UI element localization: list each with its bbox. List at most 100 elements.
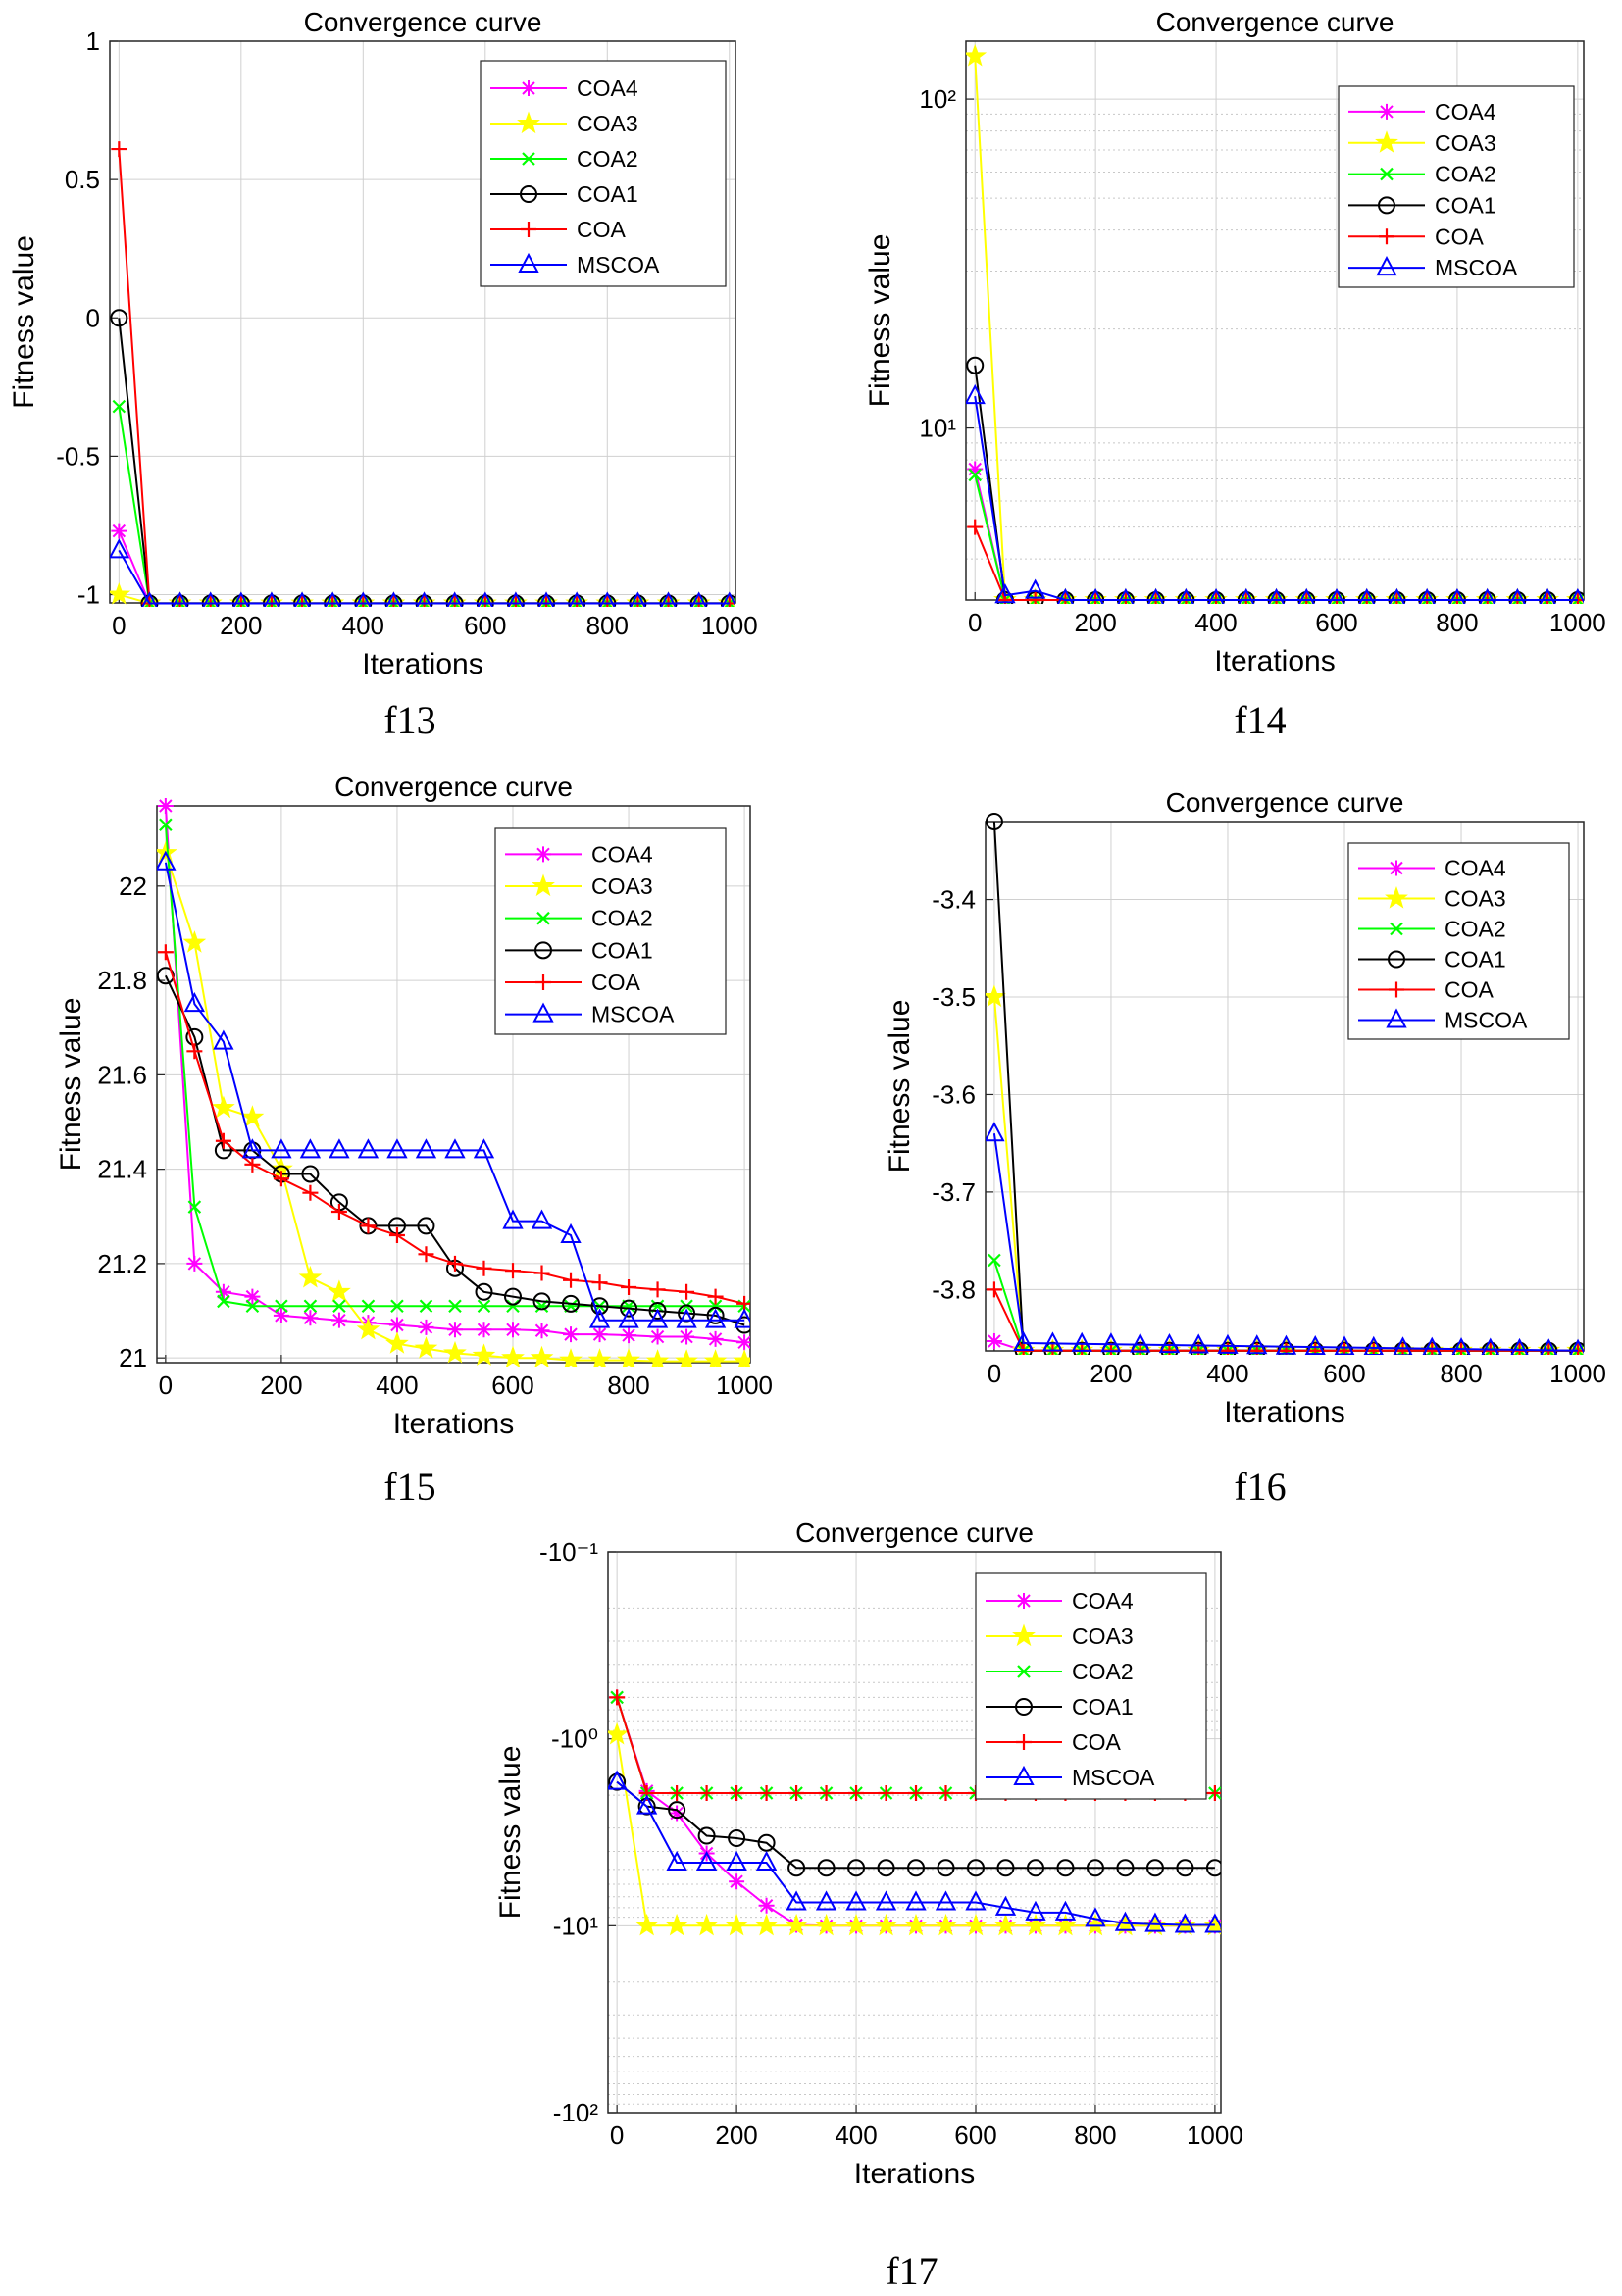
y-tick-label: -0.5 <box>56 441 100 471</box>
series-line-mscoa <box>164 862 745 1322</box>
data-point-coa <box>878 1784 894 1801</box>
data-point-coa1 <box>706 1306 725 1324</box>
legend-marker-coa3 <box>1385 885 1408 909</box>
data-point-mscoa <box>1025 1900 1046 1921</box>
series-line-mscoa <box>616 1780 1215 1926</box>
x-tick-label: 200 <box>1090 1359 1132 1388</box>
data-point-coa2 <box>988 1253 1001 1268</box>
data-point-coa3 <box>240 1105 265 1127</box>
data-point-mscoa <box>1100 1332 1122 1353</box>
legend-marker-mscoa <box>1013 1765 1035 1785</box>
data-point-coa1 <box>504 1287 522 1306</box>
legend-label-coa: COA <box>1072 1729 1122 1755</box>
data-point-mscoa <box>329 1138 350 1159</box>
data-point-mscoa <box>202 591 220 607</box>
data-point-mscoa <box>1238 587 1255 604</box>
data-point-coa4 <box>157 798 174 814</box>
chart-f17: 0 200 400 600 800 1000 -10⁻¹ -10⁰ -10¹ -10² Conver… <box>494 1518 1243 2293</box>
x-tick-label: 800 <box>1436 608 1478 637</box>
data-point-mscoa <box>1177 587 1194 604</box>
y-axis-label: Fitness value <box>8 235 40 409</box>
series-line-mscoa <box>118 549 730 605</box>
legend-label-mscoa: MSCOA <box>1445 1008 1528 1033</box>
data-point-coa4 <box>215 1283 231 1300</box>
legend: COA4 COA3 COA2 COA1 COA MSCOA <box>1347 842 1570 1040</box>
data-point-mscoa <box>386 1138 408 1159</box>
legend-label-coa2: COA2 <box>1445 917 1506 942</box>
legend-marker-coa2 <box>536 911 550 925</box>
data-point-mscoa <box>994 583 1016 604</box>
data-point-coa1 <box>996 1859 1015 1877</box>
x-tick-label: 1000 <box>1187 2121 1243 2150</box>
data-point-coa3 <box>645 1349 670 1367</box>
data-point-mscoa <box>905 1890 927 1911</box>
data-point-coa3 <box>634 1913 659 1936</box>
data-point-mscoa <box>385 591 402 607</box>
chart-title: Convergence curve <box>1156 7 1394 37</box>
x-tick-label: 400 <box>1206 1359 1248 1388</box>
data-point-coa <box>669 1784 685 1801</box>
data-point-coa2 <box>112 399 127 414</box>
data-point-coa <box>967 519 984 535</box>
data-point-coa3 <box>904 1913 928 1936</box>
data-point-coa3 <box>874 1913 898 1936</box>
y-tick-label: -10⁰ <box>551 1724 598 1754</box>
data-point-coa4 <box>418 1319 434 1335</box>
data-point-mscoa <box>1481 1337 1500 1355</box>
legend-label-coa4: COA4 <box>1435 99 1496 125</box>
data-point-coa3 <box>328 1279 351 1302</box>
panel-caption: f13 <box>383 698 435 742</box>
legend-label-coa2: COA2 <box>1072 1659 1134 1684</box>
data-point-coa3 <box>608 1722 630 1745</box>
data-point-coa <box>476 1260 492 1276</box>
data-point-coa <box>157 944 174 961</box>
data-point-coa <box>679 1283 695 1300</box>
data-point-coa4 <box>505 1322 521 1338</box>
data-point-mscoa <box>965 1890 987 1911</box>
data-point-mscoa <box>1422 1336 1442 1355</box>
data-point-coa2 <box>332 1299 346 1314</box>
data-point-coa <box>1307 1342 1324 1355</box>
legend-label-coa3: COA3 <box>591 873 653 899</box>
data-point-coa <box>360 1218 377 1234</box>
data-point-mscoa <box>183 992 206 1013</box>
data-point-coa3 <box>733 1349 750 1367</box>
data-point-coa <box>758 1784 775 1801</box>
data-point-mscoa <box>157 850 177 871</box>
data-point-mscoa <box>293 591 311 607</box>
data-point-mscoa <box>1388 587 1406 604</box>
data-point-mscoa <box>232 591 250 607</box>
data-point-mscoa <box>444 1138 466 1159</box>
data-point-coa3 <box>501 1345 525 1367</box>
chart-title: Convergence curve <box>304 7 542 37</box>
data-point-coa4 <box>446 1322 463 1338</box>
data-point-mscoa <box>966 383 986 405</box>
data-point-coa1 <box>1176 1859 1194 1877</box>
data-point-coa3 <box>993 1913 1018 1936</box>
data-point-coa3 <box>110 582 131 605</box>
data-point-coa1 <box>532 1292 551 1311</box>
data-point-mscoa <box>446 591 463 607</box>
data-point-coa1 <box>1145 1859 1164 1877</box>
data-point-coa <box>215 1132 231 1149</box>
data-point-mscoa <box>568 591 585 607</box>
data-point-coa2 <box>217 1294 230 1309</box>
data-point-mscoa <box>676 1308 697 1328</box>
data-point-coa <box>609 1689 626 1706</box>
y-tick-label: 21.8 <box>97 966 147 995</box>
legend-marker-coa4 <box>1016 1593 1032 1609</box>
data-point-coa <box>533 1265 550 1281</box>
data-point-mscoa <box>1510 1337 1529 1355</box>
data-point-coa <box>418 1246 434 1263</box>
x-axis-label: Iterations <box>393 1408 514 1440</box>
data-point-coa <box>111 141 127 158</box>
legend: COA4 COA3 COA2 COA1 COA MSCOA <box>494 827 727 1035</box>
data-point-coa3 <box>157 840 177 864</box>
data-point-coa1 <box>1056 1859 1075 1877</box>
x-tick-label: 1000 <box>701 611 758 640</box>
data-point-mscoa <box>1539 587 1556 604</box>
data-point-coa4 <box>986 1333 1002 1350</box>
data-point-coa3 <box>356 1317 380 1340</box>
x-tick-label: 800 <box>607 1371 649 1400</box>
x-axis-label: Iterations <box>1214 645 1335 677</box>
